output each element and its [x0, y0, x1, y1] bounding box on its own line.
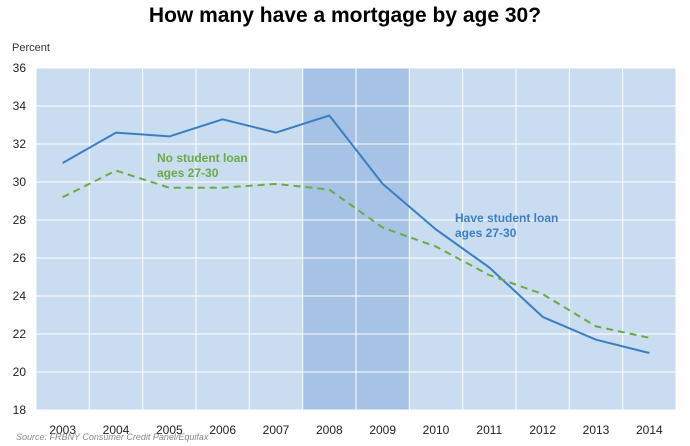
x-tick-label: 2011 — [476, 423, 502, 437]
y-tick-label: 30 — [13, 175, 27, 189]
y-tick-label: 28 — [13, 213, 27, 227]
x-tick-label: 2007 — [263, 423, 290, 437]
series-line-have-student-loan — [62, 114, 650, 354]
y-tick-label: 36 — [13, 61, 27, 75]
x-tick-label: 2006 — [209, 423, 236, 437]
chart-title: How many have a mortgage by age 30? — [148, 4, 542, 27]
y-tick-label: 22 — [13, 327, 27, 341]
x-tick-label: 2013 — [583, 423, 610, 437]
y-tick-label: 20 — [13, 365, 27, 379]
y-tick-label: 24 — [13, 289, 27, 303]
series-label-have-student-loan: Have student loan ages 27-30 — [455, 211, 558, 240]
series-label-no-student-loan: No student loan ages 27-30 — [157, 151, 248, 180]
y-axis-label: Percent — [12, 42, 50, 54]
x-tick-label: 2005 — [156, 423, 183, 437]
y-tick-label: 34 — [13, 99, 27, 113]
y-tick-label: 18 — [13, 403, 27, 417]
x-tick-label: 2004 — [103, 423, 130, 437]
y-tick-label: 26 — [13, 251, 27, 265]
x-tick-label: 2003 — [49, 423, 76, 437]
x-tick-label: 2014 — [636, 423, 663, 437]
x-tick-label: 2010 — [423, 423, 450, 437]
x-tick-label: 2009 — [369, 423, 396, 437]
x-tick-label: 2012 — [529, 423, 556, 437]
x-tick-label: 2008 — [316, 423, 343, 437]
source-note: Source: FRBNY Consumer Credit Panel/Equi… — [16, 432, 209, 442]
y-tick-label: 32 — [13, 137, 27, 151]
